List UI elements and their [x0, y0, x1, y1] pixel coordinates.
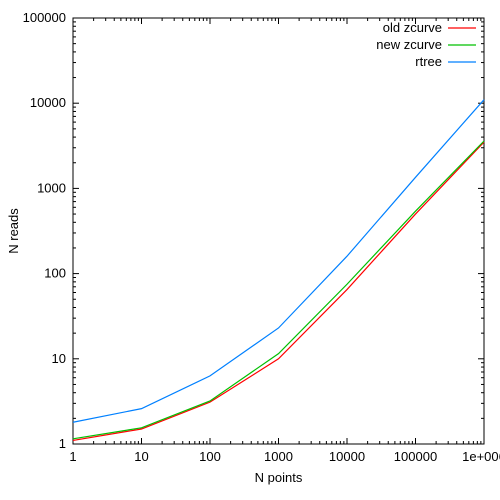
legend-label: new zcurve: [376, 37, 442, 52]
x-tick-label: 100000: [394, 449, 437, 464]
y-tick-label: 1000: [37, 180, 66, 195]
y-tick-label: 10000: [30, 95, 66, 110]
x-axis-label: N points: [255, 470, 303, 485]
x-tick-label: 10: [134, 449, 148, 464]
x-tick-label: 1000: [264, 449, 293, 464]
line-chart: 1 10 100 1000 10000 100000 1e+006 1 10 100 1000 100…: [0, 0, 500, 500]
y-tick-label: 100000: [23, 10, 66, 25]
y-axis-label: N reads: [6, 208, 21, 254]
x-tick-label: 100: [199, 449, 221, 464]
y-tick-label: 1: [59, 436, 66, 451]
y-tick-label: 100: [44, 266, 66, 281]
legend-label: old zcurve: [383, 20, 442, 35]
x-tick-label: 1e+006: [462, 449, 500, 464]
x-tick-label: 1: [69, 449, 76, 464]
chart-bg: [0, 0, 500, 500]
x-tick-label: 10000: [329, 449, 365, 464]
legend-label: rtree: [415, 54, 442, 69]
y-tick-label: 10: [52, 351, 66, 366]
